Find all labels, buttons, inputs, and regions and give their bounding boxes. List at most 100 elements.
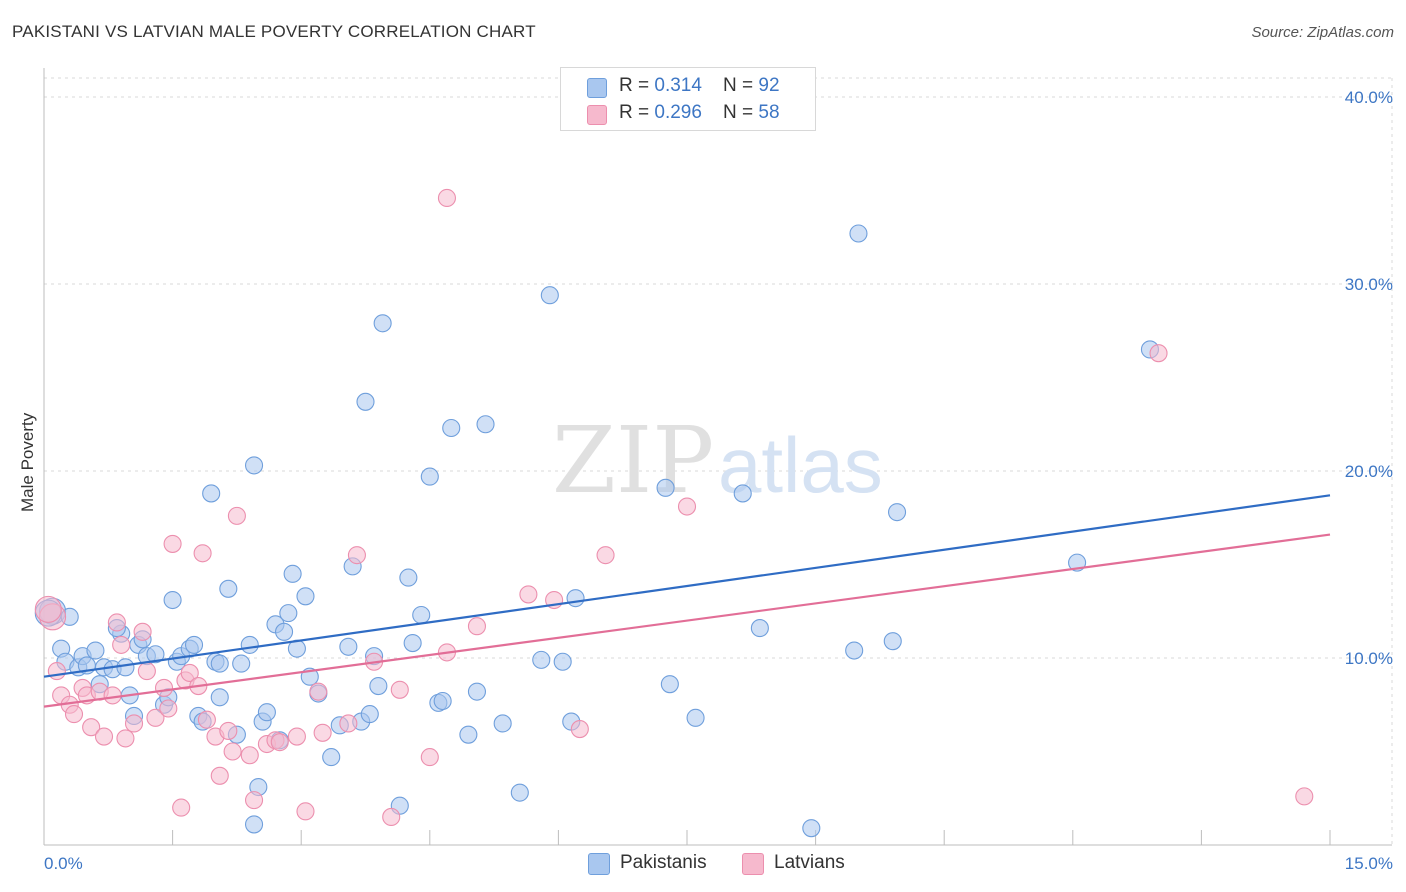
pakistanis-point: [240, 635, 259, 654]
chart-title: PAKISTANI VS LATVIAN MALE POVERTY CORREL…: [12, 22, 536, 41]
latvians-point: [197, 710, 216, 729]
y-tick-label: 10.0%: [1345, 649, 1393, 668]
pakistanis-point: [146, 645, 165, 664]
pakistanis-point: [232, 654, 251, 673]
latvians-point: [347, 546, 366, 565]
pakistanis-point: [210, 688, 229, 707]
pakistanis-point: [849, 224, 868, 243]
pakistanis-point: [244, 815, 264, 834]
pakistanis-point: [510, 783, 529, 802]
latvians-point: [390, 680, 409, 699]
latvians-point: [227, 506, 246, 525]
stats-legend-text: R = 0.296 N = 58: [619, 102, 780, 124]
latvians-point: [146, 708, 165, 727]
latvians-point: [313, 723, 332, 742]
pakistanis-point: [540, 286, 559, 305]
latvians-point: [420, 748, 439, 767]
y-tick-label: 30.0%: [1345, 275, 1393, 294]
latvians-point: [1149, 344, 1168, 363]
latvians-point: [270, 733, 289, 752]
stats-legend: R = 0.314 N = 92 R = 0.296 N = 58: [560, 67, 816, 131]
pakistanis-point: [219, 579, 238, 598]
pakistanis-point: [686, 708, 705, 727]
latvians-point: [244, 791, 264, 810]
latvians-point: [219, 721, 238, 740]
pakistanis-point: [275, 622, 294, 641]
pakistanis-point: [420, 467, 439, 486]
latvians-point: [339, 714, 358, 733]
series-pakistanis: [34, 224, 1160, 838]
latvians-point: [210, 766, 229, 785]
pakistanis-point: [356, 392, 375, 411]
latvians-point: [1295, 787, 1314, 806]
latvians-point: [112, 635, 131, 654]
pakistanis-point: [412, 605, 431, 625]
latvians-point: [309, 682, 328, 701]
latvians-swatch: [587, 105, 607, 125]
pakistanis-point: [802, 819, 821, 838]
pakistanis-point: [373, 314, 392, 333]
chart-source: Source: ZipAtlas.com: [1251, 24, 1394, 41]
data-points: [34, 188, 1314, 838]
latvians-point: [287, 727, 306, 746]
legend-label: Pakistanis: [620, 852, 707, 873]
latvians-point: [382, 807, 401, 827]
axes: [43, 68, 1392, 846]
latvians-point: [137, 662, 156, 681]
r-value: 0.296: [654, 102, 702, 123]
y-tick-label: 40.0%: [1345, 88, 1393, 107]
latvians-point: [467, 617, 487, 636]
latvians-point: [570, 720, 589, 739]
latvians-point: [180, 663, 199, 683]
latvians-point: [94, 727, 114, 746]
pakistanis-trend-line: [43, 494, 1331, 678]
pakistanis-point: [493, 714, 512, 733]
pakistanis-point: [257, 703, 276, 722]
pakistanis-point: [467, 682, 487, 701]
latvians-point: [64, 705, 84, 724]
pakistanis-point: [279, 604, 298, 623]
stats-legend-text: R = 0.314 N = 92: [619, 75, 780, 97]
latvians-trend-line: [43, 533, 1331, 708]
r-label: R =: [619, 75, 655, 96]
tick-labels: 10.0% 20.0% 30.0% 40.0% 0.0% 15.0%: [44, 88, 1393, 873]
series-latvians: [34, 188, 1314, 827]
pakistanis-point: [733, 484, 752, 503]
latvians-point: [124, 714, 144, 733]
pakistanis-point: [283, 564, 302, 583]
pakistanis-point: [750, 619, 769, 638]
pakistanis-point: [660, 675, 679, 694]
latvians-point: [154, 678, 174, 697]
y-axis-label: Male Poverty: [18, 412, 37, 512]
pakistanis-point: [360, 705, 379, 724]
watermark-zip: ZIP: [552, 407, 714, 514]
n-label: N =: [723, 102, 759, 123]
latvians-point: [34, 595, 62, 623]
latvians-point: [193, 544, 212, 563]
pakistanis-point: [322, 748, 341, 767]
pakistanis-point: [184, 635, 204, 654]
latvians-point: [223, 742, 242, 761]
pakistanis-point: [403, 633, 422, 653]
pakistanis-point: [532, 650, 551, 669]
pakistanis-point: [116, 658, 135, 677]
r-value: 0.314: [654, 75, 702, 96]
latvians-point: [172, 798, 191, 817]
latvians-point: [677, 497, 697, 516]
pakistanis-point: [339, 637, 358, 656]
y-tick-label: 20.0%: [1345, 462, 1393, 481]
pakistanis-point: [845, 641, 864, 660]
pakistanis-point: [296, 587, 315, 606]
pakistanis-point: [369, 676, 388, 696]
latvians-point: [103, 686, 122, 705]
trend-lines: [43, 494, 1331, 708]
pakistanis-point: [163, 590, 182, 610]
pakistanis-point: [86, 641, 105, 660]
latvians-point: [163, 534, 182, 553]
pakistanis-point: [433, 691, 452, 711]
pakistanis-point: [656, 478, 675, 497]
r-label: R =: [619, 102, 655, 123]
pakistanis-point: [244, 456, 264, 475]
watermark: ZIP atlas: [552, 407, 883, 514]
